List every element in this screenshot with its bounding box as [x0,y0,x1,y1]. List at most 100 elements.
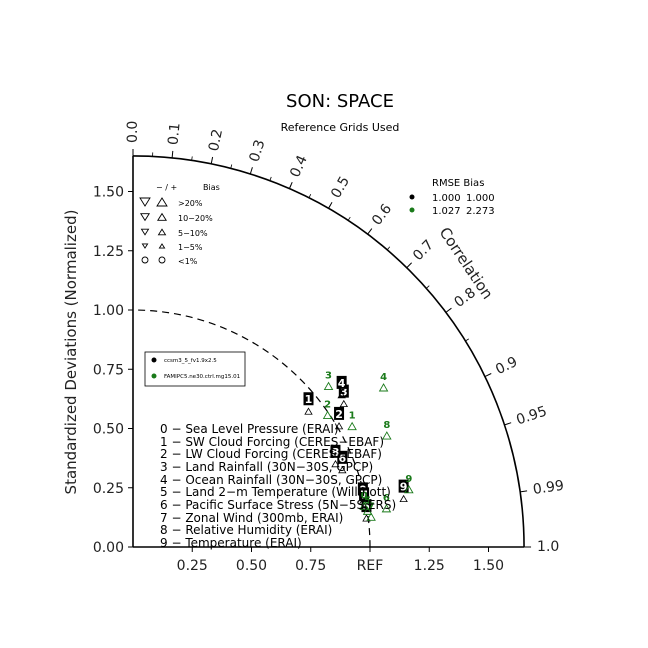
point-label: 2 [335,408,343,421]
corr-minor-tick [347,216,351,221]
variable-0: 0 − Sea Level Pressure (ERAI) [160,422,339,436]
corr-tick-label: 0.3 [247,138,269,164]
bias-down-triangle [140,228,150,236]
corr-minor-tick [426,285,430,289]
corr-tick-label: 0.4 [287,153,311,180]
bias-legend-row-4: 1−5% [178,243,203,252]
point-label: 7 [360,488,368,501]
variable-9: 9 − Temperature (ERAI) [160,536,302,550]
corr-tick-mark [520,490,528,493]
bias-legend-row-2: 10−20% [178,214,213,223]
bias-down-triangle [139,197,151,207]
point-label: 8 [383,420,390,431]
variable-7: 7 − Zonal Wind (300mb, ERAI) [160,511,343,525]
bias-up-triangle [156,197,168,207]
bias-circle [158,256,166,264]
y-tick-label: 1.00 [93,303,124,319]
corr-tick-label: 0.95 [514,404,549,429]
corr-tick-mark [484,373,492,377]
corr-tick-label: 0.1 [165,122,183,146]
bias-up-triangle [157,228,167,236]
bias-legend-row-3: 5−10% [178,229,208,238]
point-label: 4 [338,377,346,390]
bias-marker [382,431,392,440]
y-tick-label: 0.00 [93,540,124,556]
point-label-box [398,479,409,493]
bias-down-triangle [139,213,151,222]
series-legend-marker-2 [151,373,157,379]
corr-tick-mark [504,422,512,426]
corr-minor-tick [328,204,331,209]
series-legend-label-2: FAMIPC5.ne30.ctrl.mg15.01 [164,374,240,380]
point-label-box [338,384,349,398]
bias-marker [337,391,346,399]
point-label: 5 [364,495,371,506]
x-tick-label: REF [357,558,384,574]
point-label: 9 [405,474,412,485]
rmse-value-2: 1.027 [432,206,461,217]
bias-marker [399,494,408,503]
bias-marker [381,503,392,513]
bias-legend-title: Bias [203,183,220,192]
point-label-box [359,487,370,501]
corr-tick-label: 1.0 [537,539,559,555]
x-tick-label: 1.50 [473,558,504,574]
corr-tick-mark [406,262,412,269]
corr-tick-mark [210,156,214,164]
bias-marker [338,466,347,474]
point-label: 0 [361,490,368,501]
corr-tick-label: 0.9 [493,354,520,378]
variable-6: 6 − Pacific Surface Stress (5N−5S,ERS) [160,498,396,512]
corr-minor-tick [191,156,193,161]
corr-minor-tick [269,176,272,181]
variable-2: 2 − LW Cloud Forcing (CERES−EBAF) [160,447,382,461]
x-tick-label: 1.25 [414,558,445,574]
bias-value-1: 1.000 [466,193,495,204]
point-label-box [330,444,341,458]
bias-legend-sign: − / + [156,183,177,192]
chart-title: SON: SPACE [286,91,394,112]
series-legend-label-1: ccsm3_5_fv1.9x2.5 [164,358,217,364]
bias-value-2: 2.273 [466,206,495,217]
bias-legend-symbols [139,197,168,264]
corr-tick-label: 0.0 [125,121,141,143]
bias-marker [334,422,344,430]
corr-tick-label: 0.99 [532,478,565,498]
bias-marker [378,383,389,392]
bias-marker [362,506,373,515]
corr-minor-tick [465,338,470,342]
corr-tick-mark [171,150,174,158]
bias-marker [304,407,313,415]
point-label: 6 [383,493,390,504]
rmse-bias-header: RMSE Bias [432,178,484,189]
corr-tick-label: 0.5 [328,174,353,201]
point-label: 6 [338,452,346,465]
corr-tick-label: 0.2 [206,128,226,153]
corr-tick-label: 0.6 [369,201,395,228]
rmse-marker-1 [409,194,415,200]
point-label: 2 [324,400,331,411]
bias-marker [322,410,333,420]
bias-marker [404,484,414,494]
x-tick-label: 0.75 [295,558,326,574]
corr-minor-tick [230,164,233,169]
y-tick-label: 0.50 [93,422,124,438]
y-tick-label: 0.25 [93,481,124,497]
y-tick-label: 1.50 [93,185,124,201]
bias-marker [347,421,357,431]
bias-marker [366,512,376,521]
bias-up-triangle [158,243,166,249]
point-label: 8 [332,446,340,459]
point-label: 1 [349,411,356,422]
bias-up-triangle [156,212,168,221]
point-label: 7 [368,501,375,512]
corr-minor-tick [386,246,391,251]
variable-5: 5 − Land 2−m Temperature (Willmott) [160,485,391,499]
series-legend-marker-1 [151,357,157,363]
x-tick-label: 0.25 [177,558,208,574]
point-label: 9 [400,481,408,494]
series-legend-box [144,351,246,387]
point-label: 3 [325,371,332,382]
bias-down-triangle [141,243,149,249]
